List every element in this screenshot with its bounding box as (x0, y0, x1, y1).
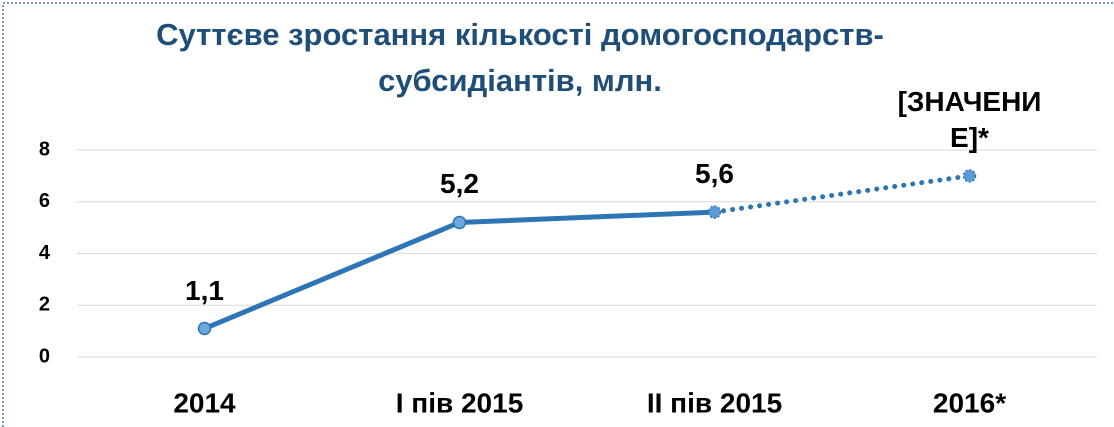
marker (962, 169, 977, 183)
data-label: 5,6 (695, 158, 734, 190)
y-tick-label: 2 (39, 294, 50, 316)
x-tick-label: 2014 (173, 387, 236, 418)
y-tick-label: 4 (39, 242, 51, 264)
x-tick-label: 2016* (933, 387, 1006, 418)
data-label: [ЗНАЧЕНИЕ]* (897, 85, 1042, 153)
x-tick-label: I пів 2015 (396, 387, 524, 418)
marker (452, 215, 467, 230)
line (203, 209, 715, 331)
marker (197, 321, 212, 336)
data-label: 1,1 (185, 274, 224, 306)
y-tick-label: 8 (39, 138, 50, 160)
chart-title: Суттєве зростання кількості домогосподар… (156, 17, 884, 98)
line-projected (712, 173, 972, 215)
y-tick-label: 0 (39, 345, 50, 367)
y-tick-label: 6 (39, 190, 50, 212)
data-label: 5,2 (440, 168, 479, 200)
x-tick-label: II пів 2015 (647, 387, 782, 418)
marker (707, 205, 722, 219)
